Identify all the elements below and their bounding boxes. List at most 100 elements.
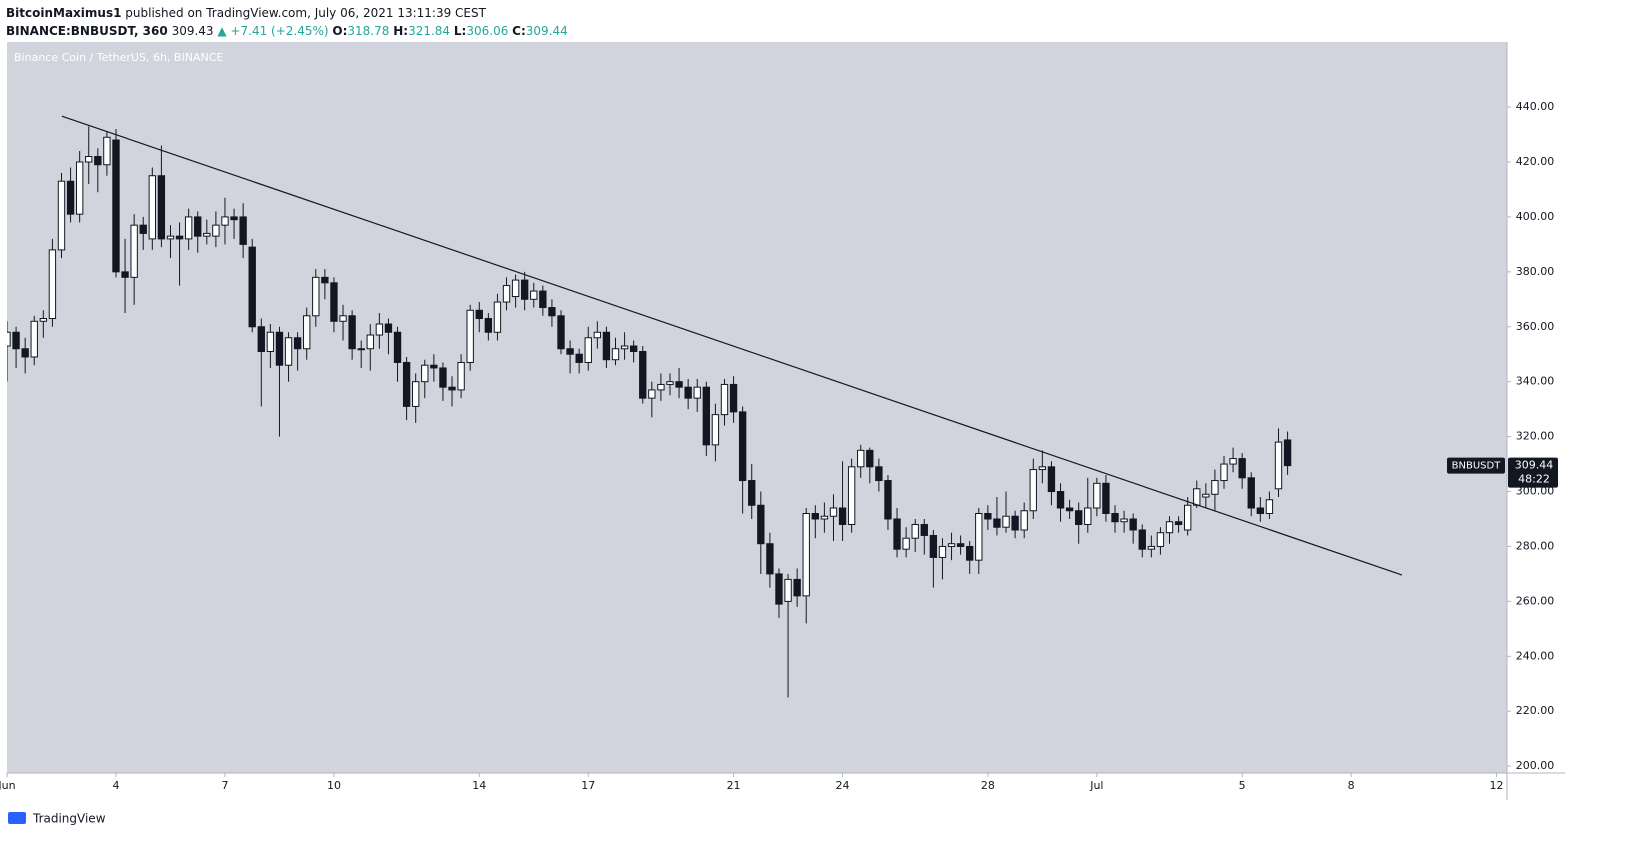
- candle-body: [312, 276, 320, 317]
- candle-body: [947, 543, 956, 547]
- candle-body: [1211, 480, 1219, 495]
- candle-body: [139, 224, 147, 234]
- candle-body: [1283, 439, 1292, 467]
- candle-body: [911, 523, 919, 539]
- last: 309.43: [171, 24, 214, 38]
- y-tick-label: 240.00: [1516, 649, 1555, 662]
- candle-body: [293, 337, 302, 350]
- candle-body: [430, 364, 438, 369]
- candle-body: [1193, 488, 1201, 506]
- candle-body: [7, 331, 11, 347]
- candle-body: [439, 367, 447, 388]
- candle-body: [620, 345, 629, 350]
- candle-body: [920, 523, 928, 536]
- candle-body: [257, 326, 265, 352]
- x-tick-label: 4: [112, 779, 119, 792]
- candle-body: [548, 307, 556, 317]
- candle-body: [684, 386, 692, 399]
- candle-body: [321, 276, 329, 284]
- candle-body: [85, 156, 93, 163]
- candle-body: [893, 518, 901, 550]
- plot: [7, 115, 1403, 698]
- candle-body: [1229, 458, 1237, 465]
- candle-body: [566, 348, 574, 355]
- candle-body: [284, 337, 293, 366]
- change: ▲ +7.41 (+2.45%): [217, 24, 329, 38]
- candle-body: [602, 331, 611, 361]
- o-label: O:: [332, 24, 348, 38]
- candle-body: [1038, 466, 1047, 471]
- candle-body: [793, 578, 801, 597]
- candle-body: [502, 285, 511, 303]
- candle-body: [539, 290, 547, 309]
- candle-body: [1084, 507, 1092, 525]
- candle-body: [203, 232, 211, 237]
- candle-body: [938, 545, 947, 558]
- candle-body: [875, 466, 883, 482]
- candle-body: [748, 480, 756, 506]
- trendline: [61, 115, 1403, 576]
- candle-body: [275, 331, 284, 366]
- candle-body: [1020, 510, 1028, 531]
- candle-body: [266, 331, 275, 352]
- candle-body: [729, 383, 738, 413]
- l-value: 306.06: [466, 24, 509, 38]
- candle-body: [21, 348, 29, 358]
- brand: TradingView: [32, 812, 106, 826]
- y-tick-label: 420.00: [1516, 155, 1555, 168]
- candle-body: [57, 180, 66, 251]
- candle-body: [530, 290, 538, 300]
- candle-body: [720, 383, 729, 416]
- symbol-tag-text: BNBUSDT: [1452, 461, 1502, 472]
- candle-body: [448, 386, 456, 391]
- candle-body: [675, 381, 683, 388]
- price-tag-text: 309.44: [1515, 459, 1554, 472]
- candle-body: [648, 389, 656, 399]
- candle-body: [629, 345, 638, 352]
- y-tick-label: 440.00: [1516, 100, 1555, 113]
- candle-body: [775, 573, 783, 605]
- candle-body: [593, 331, 602, 339]
- candle-body: [1247, 477, 1255, 509]
- candle-body: [393, 331, 402, 363]
- candle-body: [466, 309, 474, 363]
- x-tick-label: 28: [981, 779, 995, 792]
- candle-body: [230, 216, 238, 221]
- symbol: BINANCE:BNBUSDT, 360: [6, 24, 168, 38]
- c-label: C:: [512, 24, 526, 38]
- candle-body: [693, 386, 701, 399]
- price-tag: [1508, 457, 1558, 488]
- candle-body: [339, 315, 347, 322]
- candle-body: [884, 480, 892, 520]
- candle-body: [1183, 504, 1192, 531]
- candle-body: [1165, 521, 1174, 534]
- candle-body: [1238, 458, 1246, 479]
- y-tick-label: 260.00: [1516, 594, 1555, 607]
- candle-body: [1174, 521, 1183, 525]
- candle-body: [847, 466, 856, 525]
- candle-body: [166, 235, 175, 240]
- candle-body: [412, 381, 420, 407]
- candle-body: [148, 175, 156, 240]
- candle-body: [475, 309, 483, 320]
- candle-body: [757, 504, 765, 545]
- candle-body: [1274, 441, 1283, 490]
- candle-body: [929, 534, 938, 558]
- candle-body: [1256, 507, 1265, 514]
- candle-body: [75, 161, 84, 215]
- candle-body: [1156, 532, 1165, 547]
- candle-body: [711, 414, 720, 446]
- candle-body: [966, 545, 974, 561]
- x-tick-label: 10: [327, 779, 341, 792]
- y-tick-label: 200.00: [1516, 759, 1555, 772]
- candle-body: [521, 279, 529, 300]
- candle-body: [402, 361, 411, 407]
- candle-body: [457, 361, 465, 391]
- symbol-tag: [1447, 457, 1505, 474]
- candle-body: [584, 337, 592, 363]
- candle-body: [493, 301, 502, 333]
- y-tick-label: 360.00: [1516, 320, 1555, 333]
- publish-line: BitcoinMaximus1 published on TradingView…: [6, 4, 568, 22]
- h-value: 321.84: [408, 24, 451, 38]
